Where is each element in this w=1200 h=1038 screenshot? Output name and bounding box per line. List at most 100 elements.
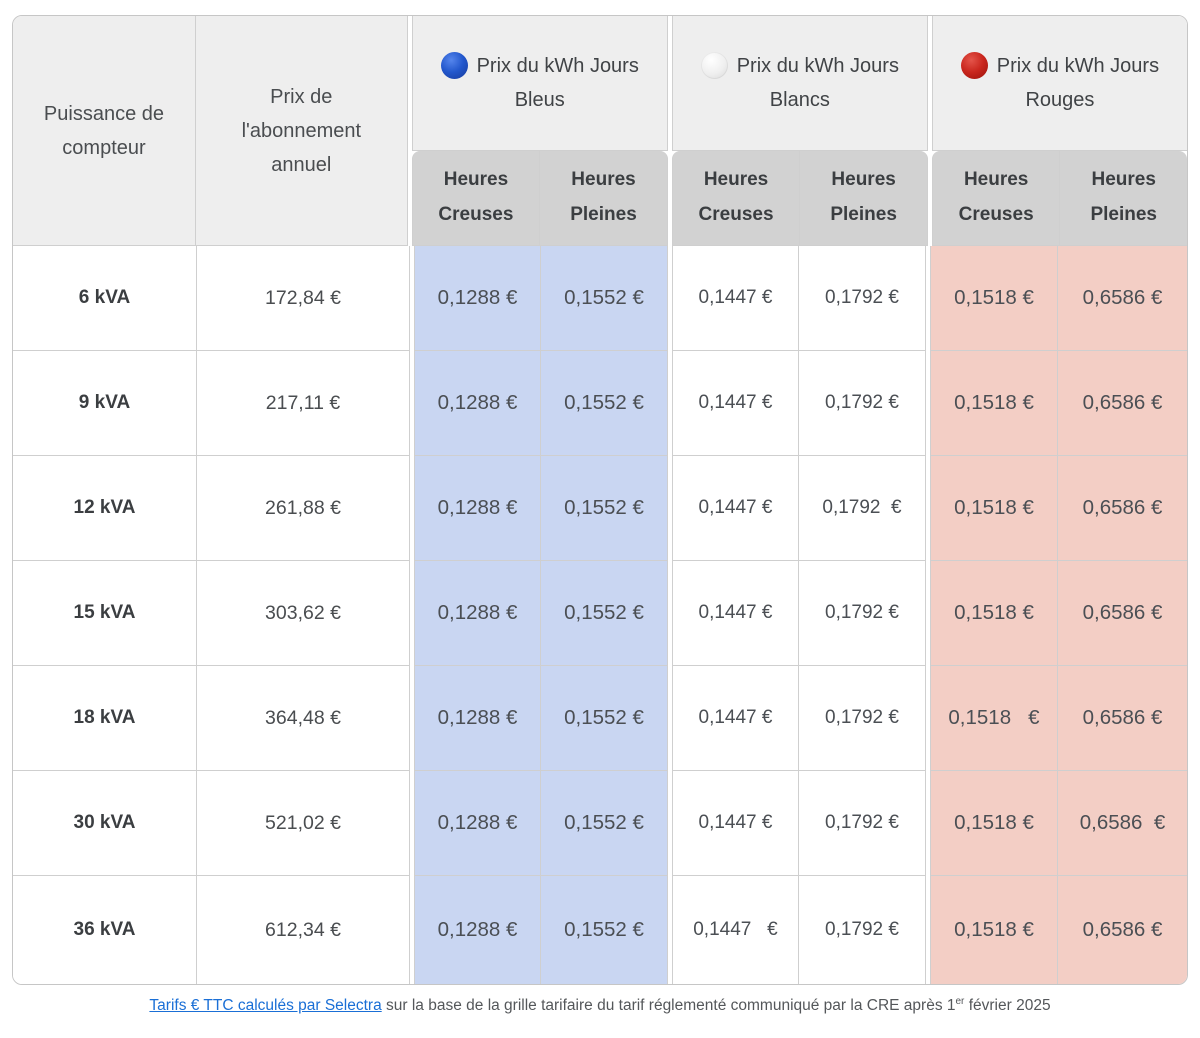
bleus-hp-cell: 0,1552 €	[541, 666, 668, 771]
group-title-bleus-text: Prix du kWh Jours Bleus	[427, 49, 653, 117]
subheader-blancs-hp: Heures Pleines	[800, 151, 928, 246]
bleus-hc-cell: 0,1288 €	[414, 246, 541, 351]
group-title-rouges: Prix du kWh Jours Rouges	[931, 16, 1187, 151]
subheader-rouges-hp: Heures Pleines	[1060, 151, 1187, 246]
blancs-hc-cell: 0,1447 €	[672, 351, 799, 456]
column-gutter	[410, 771, 414, 876]
power-cell: 9 kVA	[13, 351, 197, 456]
subheader-blancs: Heures Creuses Heures Pleines	[671, 151, 928, 246]
column-gutter	[410, 456, 414, 561]
power-cell: 18 kVA	[13, 666, 197, 771]
subscription-cell: 172,84 €	[197, 246, 410, 351]
blancs-hc-cell: 0,1447 €	[672, 561, 799, 666]
table-row: 9 kVA 217,11 € 0,1288 € 0,1552 € 0,1447 …	[13, 351, 1187, 456]
rouges-hc-cell: 0,1518 €	[930, 246, 1058, 351]
group-title-blancs: Prix du kWh Jours Blancs	[671, 16, 928, 151]
rouges-hp-cell: 0,6586 €	[1058, 561, 1187, 666]
group-label: Prix du kWh Jours Blancs	[736, 55, 899, 111]
subscription-cell: 261,88 €	[197, 456, 410, 561]
subscription-cell: 521,02 €	[197, 771, 410, 876]
subscription-cell: 364,48 €	[197, 666, 410, 771]
column-gutter	[926, 876, 930, 984]
group-title-blancs-text: Prix du kWh Jours Blancs	[687, 49, 913, 117]
blancs-hc-cell: 0,1447 €	[672, 246, 799, 351]
header-power: Puissance de compteur	[13, 16, 196, 246]
blancs-hp-cell: 0,1792 €	[799, 876, 926, 984]
rouges-hp-cell: 0,6586 €	[1058, 666, 1187, 771]
column-gutter	[668, 771, 672, 876]
bleus-hp-cell: 0,1552 €	[541, 246, 668, 351]
blancs-hp-cell: 0,1792 €	[799, 561, 926, 666]
footnote-superscript: er	[955, 996, 965, 1007]
selectra-tariffs-link[interactable]: Tarifs € TTC calculés par Selectra	[149, 997, 382, 1015]
power-cell: 30 kVA	[13, 771, 197, 876]
subscription-cell: 217,11 €	[197, 351, 410, 456]
subheader-blancs-hc: Heures Creuses	[671, 151, 801, 246]
bleus-hp-cell: 0,1552 €	[541, 771, 668, 876]
column-gutter	[667, 16, 672, 246]
group-jours-rouges: Prix du kWh Jours Rouges Heures Creuses …	[931, 16, 1187, 246]
rouges-hc-cell: 0,1518 €	[930, 561, 1058, 666]
blancs-hp-cell: 0,1792 €	[799, 351, 926, 456]
column-gutter	[927, 16, 932, 246]
footnote-text: sur la base de la grille tarifaire du ta…	[386, 997, 956, 1015]
bleus-hc-cell: 0,1288 €	[414, 456, 541, 561]
bleus-hp-cell: 0,1552 €	[541, 876, 668, 984]
tariff-table: Puissance de compteur Prix de l'abonneme…	[12, 15, 1188, 985]
column-gutter	[410, 876, 414, 984]
power-cell: 6 kVA	[13, 246, 197, 351]
table-row: 6 kVA 172,84 € 0,1288 € 0,1552 € 0,1447 …	[13, 246, 1187, 351]
column-gutter	[668, 351, 672, 456]
bleus-hc-cell: 0,1288 €	[414, 666, 541, 771]
group-title-bleus: Prix du kWh Jours Bleus	[411, 16, 668, 151]
blancs-hp-cell: 0,1792 €	[799, 666, 926, 771]
rouges-hc-cell: 0,1518 €	[930, 876, 1058, 984]
group-jours-blancs: Prix du kWh Jours Blancs Heures Creuses …	[671, 16, 928, 246]
blancs-hp-cell: 0,1792 €	[799, 246, 926, 351]
group-label: Prix du kWh Jours Bleus	[476, 55, 639, 111]
header-subscription: Prix de l'abonnement annuel	[195, 16, 408, 246]
bleus-hp-cell: 0,1552 €	[541, 351, 668, 456]
column-gutter	[410, 246, 414, 351]
bleus-hc-cell: 0,1288 €	[414, 561, 541, 666]
column-gutter	[668, 246, 672, 351]
rouges-hp-cell: 0,6586 €	[1058, 771, 1187, 876]
rouges-hp-cell: 0,6586 €	[1058, 456, 1187, 561]
rouges-hp-cell: 0,6586 €	[1058, 246, 1187, 351]
bleus-hc-cell: 0,1288 €	[414, 351, 541, 456]
power-cell: 15 kVA	[13, 561, 197, 666]
table-row: 15 kVA 303,62 € 0,1288 € 0,1552 € 0,1447…	[13, 561, 1187, 666]
group-title-rouges-text: Prix du kWh Jours Rouges	[947, 49, 1173, 117]
column-gutter	[668, 561, 672, 666]
group-jours-bleus: Prix du kWh Jours Bleus Heures Creuses H…	[411, 16, 668, 246]
source-footnote: Tarifs € TTC calculés par Selectra sur l…	[12, 996, 1188, 1029]
blancs-hc-cell: 0,1447 €	[672, 666, 799, 771]
header-subscription-label: Prix de l'abonnement annuel	[241, 85, 362, 176]
group-label: Prix du kWh Jours Rouges	[996, 55, 1160, 111]
rouges-hc-cell: 0,1518 €	[930, 351, 1058, 456]
blancs-hc-cell: 0,1447 €	[672, 876, 799, 984]
rouges-hc-cell: 0,1518 €	[930, 771, 1058, 876]
column-gutter	[926, 246, 930, 351]
table-header: Puissance de compteur Prix de l'abonneme…	[13, 16, 1187, 246]
white-circle-icon	[700, 52, 728, 79]
subheader-bleus-hc: Heures Creuses	[411, 151, 541, 246]
rouges-hc-cell: 0,1518 €	[930, 456, 1058, 561]
bleus-hp-cell: 0,1552 €	[541, 561, 668, 666]
table-row: 30 kVA 521,02 € 0,1288 € 0,1552 € 0,1447…	[13, 771, 1187, 876]
power-cell: 36 kVA	[13, 876, 197, 984]
subheader-rouges-hc: Heures Creuses	[931, 151, 1061, 246]
subscription-cell: 612,34 €	[197, 876, 410, 984]
table-row: 12 kVA 261,88 € 0,1288 € 0,1552 € 0,1447…	[13, 456, 1187, 561]
column-gutter	[410, 666, 414, 771]
blancs-hc-cell: 0,1447 €	[672, 456, 799, 561]
table-row: 36 kVA 612,34 € 0,1288 € 0,1552 € 0,1447…	[13, 876, 1187, 984]
column-gutter	[926, 666, 930, 771]
subheader-bleus: Heures Creuses Heures Pleines	[411, 151, 668, 246]
rouges-hc-cell: 0,1518 €	[930, 666, 1058, 771]
subheader-rouges: Heures Creuses Heures Pleines	[931, 151, 1187, 246]
column-gutter	[410, 561, 414, 666]
subheader-bleus-hp: Heures Pleines	[540, 151, 668, 246]
blue-circle-icon	[440, 52, 468, 79]
power-cell: 12 kVA	[13, 456, 197, 561]
